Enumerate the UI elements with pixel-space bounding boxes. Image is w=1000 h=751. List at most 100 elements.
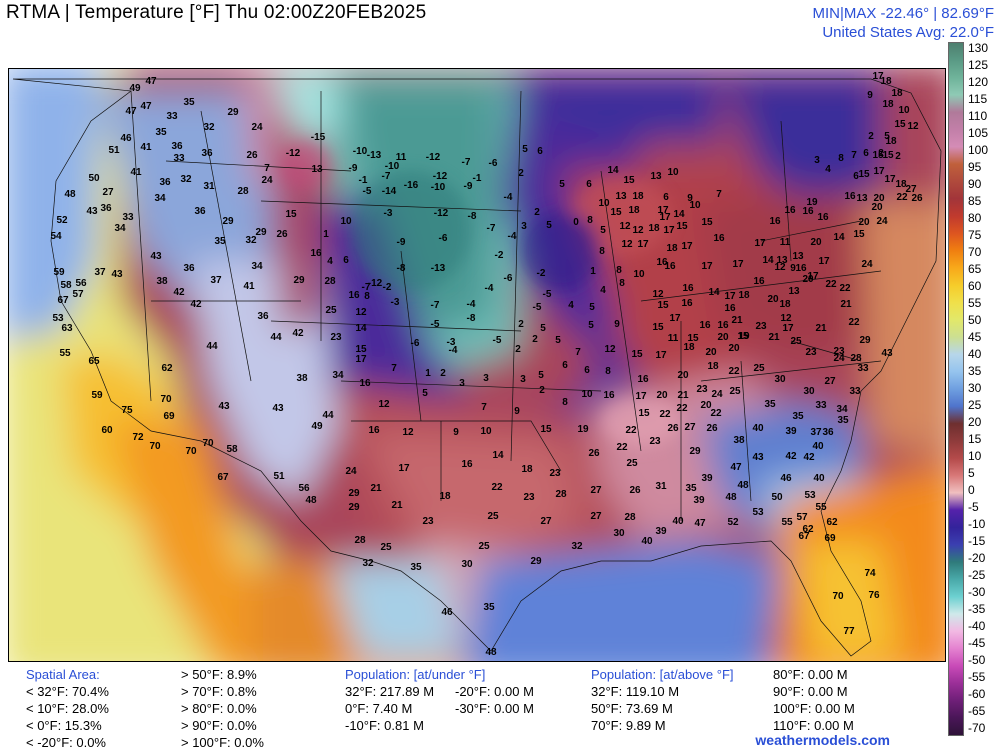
- colorbar-tick-label: 105: [968, 126, 989, 140]
- temperature-label: 25: [380, 542, 392, 553]
- temperature-label: 43: [86, 206, 98, 217]
- temperature-label: 23: [805, 347, 817, 358]
- spatial-row: < -20°F: 0.0%: [26, 735, 106, 750]
- temperature-label: 14: [708, 287, 720, 298]
- temperature-label: 55: [815, 502, 827, 513]
- temperature-label: 13: [776, 255, 788, 266]
- temperature-label: 5: [559, 179, 565, 190]
- temperature-label: 40: [672, 516, 684, 527]
- population-under-col2: -20°F: 0.00 M -30°F: 0.00 M: [455, 683, 534, 717]
- temperature-label: 11: [780, 237, 791, 248]
- temperature-label: 2: [868, 131, 874, 142]
- temperature-label: 28: [624, 512, 636, 523]
- temperature-label: -6: [411, 338, 420, 349]
- temperature-label: 42: [292, 328, 304, 339]
- temperature-label: 16: [603, 390, 615, 401]
- temperature-label: 7: [391, 363, 397, 374]
- temperature-label: 16: [795, 263, 807, 274]
- spatial-row: < 0°F: 15.3%: [26, 718, 102, 733]
- temperature-label: 5: [600, 225, 606, 236]
- temperature-label: 30: [613, 528, 625, 539]
- colorbar-tick-label: -25: [968, 568, 986, 582]
- temperature-label: 15: [631, 349, 643, 360]
- spatial-area-col: Spatial Area: < 32°F: 70.4% < 10°F: 28.0…: [26, 666, 109, 751]
- temperature-label: 16: [359, 378, 371, 389]
- temperature-label: 24: [345, 466, 357, 477]
- temperature-label: -8: [397, 263, 406, 274]
- colorbar-tick-label: 65: [968, 262, 982, 276]
- temperature-label: 56: [75, 278, 87, 289]
- colorbar-tick-label: 100: [968, 143, 989, 157]
- temperature-label: 3: [459, 378, 465, 389]
- colorbar-tick-label: -45: [968, 636, 986, 650]
- temperature-map[interactable]: 47 49 47 47 35 33 32 29 35 36 24 -15 46 41 33 36 51 26 -12…: [8, 68, 946, 662]
- temperature-label: 27: [590, 485, 602, 496]
- temperature-label: 18: [648, 223, 660, 234]
- temperature-label: 10: [667, 167, 679, 178]
- temperature-label: 26: [629, 485, 641, 496]
- temperature-label: 19: [738, 331, 750, 342]
- temperature-label: 25: [325, 305, 337, 316]
- temperature-label: 28: [237, 186, 249, 197]
- spatial-row: < 10°F: 28.0%: [26, 701, 109, 716]
- temperature-label: 16: [717, 320, 729, 331]
- temperature-label: 17: [659, 212, 671, 223]
- temperature-label: -2: [383, 282, 392, 293]
- temperature-label: -13: [367, 150, 382, 161]
- temperature-label: 21: [815, 323, 827, 334]
- temperature-label: -4: [467, 299, 476, 310]
- temperature-label: 43: [881, 348, 893, 359]
- temperature-label: 18: [632, 191, 644, 202]
- temperature-label: 33: [122, 212, 134, 223]
- temperature-label: 48: [485, 647, 497, 658]
- temperature-label: 20: [700, 400, 712, 411]
- temperature-label: 55: [59, 348, 71, 359]
- temperature-label: 48: [305, 495, 317, 506]
- temperature-label: 72: [132, 432, 144, 443]
- population-above-title: Population: [at/above °F]: [591, 667, 734, 682]
- temperature-label: 22: [896, 192, 908, 203]
- temperature-label: 35: [764, 399, 776, 410]
- temperature-label: 2: [440, 368, 446, 379]
- temperature-label: 7: [575, 347, 581, 358]
- temperature-label: 70: [185, 446, 197, 457]
- temperature-label: 2: [518, 319, 524, 330]
- temperature-label: 8: [562, 397, 568, 408]
- temperature-label: 44: [322, 410, 334, 421]
- temperature-label: 8: [838, 153, 844, 164]
- temperature-label: 32: [362, 558, 374, 569]
- temperature-label: -13: [431, 263, 446, 274]
- temperature-label: 20: [728, 343, 740, 354]
- temperature-label: 17: [635, 391, 647, 402]
- temperature-label: 11: [668, 333, 679, 344]
- temperature-label: 70: [149, 441, 161, 452]
- temperature-label: 25: [626, 458, 638, 469]
- temperature-label: -9: [397, 237, 406, 248]
- colorbar-tick-label: 80: [968, 211, 982, 225]
- brand-link[interactable]: weathermodels.com: [755, 732, 890, 748]
- temperature-label: 22: [616, 442, 628, 453]
- temperature-label: 46: [120, 133, 132, 144]
- spatial-row: > 90°F: 0.0%: [181, 718, 257, 733]
- temperature-label: 47: [730, 462, 742, 473]
- temperature-label: 18: [521, 464, 533, 475]
- temperature-label: 47: [125, 106, 137, 117]
- temperature-label: 12: [378, 399, 390, 410]
- temperature-label: -12: [286, 148, 301, 159]
- temperature-label: 29: [222, 216, 234, 227]
- temperature-label: 31: [203, 181, 215, 192]
- temperature-label: 11: [396, 152, 407, 163]
- temperature-label: 15: [623, 175, 635, 186]
- temperature-label: 17: [884, 174, 896, 185]
- temperature-label: 12: [907, 121, 919, 132]
- temperature-label: 15: [882, 150, 894, 161]
- temperature-label: 28: [555, 489, 567, 500]
- spatial-row: > 70°F: 0.8%: [181, 684, 257, 699]
- temperature-label: 13: [615, 191, 627, 202]
- temperature-label: 25: [487, 511, 499, 522]
- colorbar-tick-label: 5: [968, 466, 975, 480]
- temperature-label: 6: [584, 365, 590, 376]
- temperature-label: 52: [56, 215, 68, 226]
- temperature-label: 6: [586, 179, 592, 190]
